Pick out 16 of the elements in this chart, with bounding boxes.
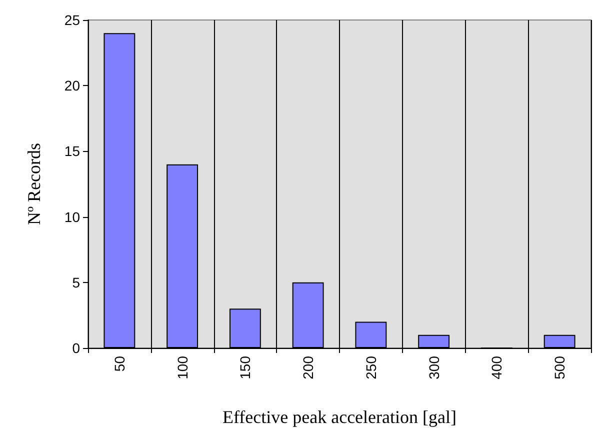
x-tick-label: 250 [362,356,379,380]
x-tick-label: 150 [237,356,254,380]
x-tick-label: 200 [300,356,316,380]
y-tick-label: 5 [72,274,80,290]
y-tick-label: 0 [72,340,80,356]
x-axis-title: Effective peak acceleration [gal] [222,407,457,427]
y-axis-title: Nº Records [24,142,44,226]
x-tick-label: 500 [552,356,568,380]
x-tick-label: 300 [426,356,442,380]
x-tick-label: 100 [174,356,190,380]
y-tick-label: 15 [64,143,80,160]
y-tick-label: 20 [64,78,80,94]
x-tick-label: 400 [488,356,505,380]
y-tick-label: 10 [64,208,80,225]
y-tick-label: 25 [64,12,80,28]
x-tick-label: 50 [111,356,128,372]
